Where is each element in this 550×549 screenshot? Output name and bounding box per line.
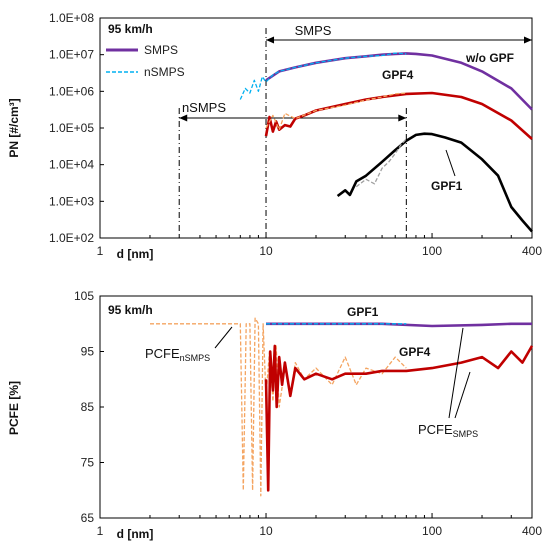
gpf4-label: GPF4	[382, 68, 414, 82]
pcfe-x-tick-label: 1	[97, 524, 104, 538]
pn-y-axis-label: PN [#/cm³]	[7, 98, 21, 157]
legend-smps-label: SMPS	[144, 43, 178, 57]
pn-x-tick-label: 1	[97, 244, 104, 258]
pcfe-plot-frame	[99, 295, 533, 519]
pn-series	[239, 52, 533, 233]
pn-series-line-4	[336, 132, 533, 233]
nsmps-arrow-head-right	[398, 114, 407, 122]
pn-series-line-3	[265, 92, 407, 131]
pn-y-ticks: 1.0E+02 1.0E+03 1.0E+04 1.0E+05 1.0E+06 1.0E+…	[49, 11, 104, 245]
pcfe-nsmps-leader	[214, 326, 233, 349]
legend-nsmps-label: nSMPS	[144, 65, 185, 79]
pcfe-x-tick-label: 400	[522, 524, 542, 538]
pn-series-line-5	[355, 138, 407, 188]
pcfe-y-tick-label: 85	[81, 400, 95, 414]
pn-x-axis-label: d [nm]	[117, 247, 154, 261]
pn-x-tick-label: 10	[259, 244, 273, 258]
nsmps-arrow-head-left	[179, 114, 188, 122]
pn-y-tick-label: 1.0E+03	[49, 194, 94, 208]
nsmps-range-label: nSMPS	[182, 100, 226, 115]
pcfe-series-line-0	[150, 317, 407, 497]
pcfe-y-tick-label: 75	[81, 456, 95, 470]
pn-y-tick-label: 1.0E+05	[49, 121, 94, 135]
pn-chart: 1.0E+02 1.0E+03 1.0E+04 1.0E+05 1.0E+06 1.0E+…	[7, 11, 542, 261]
pcfe-x-ticks: 1 10 100 400	[97, 513, 542, 538]
smps-arrow-head-right	[524, 36, 532, 44]
pn-y-tick-label: 1.0E+02	[49, 231, 94, 245]
gpf1-leader	[445, 149, 456, 177]
pcfe-x-axis-label: d [nm]	[117, 527, 154, 541]
pn-y-tick-label: 1.0E+06	[49, 84, 94, 98]
pcfe-series	[150, 317, 534, 497]
pn-x-ticks: 1 10 100 400	[97, 233, 542, 258]
pcfe-y-tick-label: 95	[81, 345, 95, 359]
gpf1-label: GPF1	[431, 179, 463, 193]
smps-range-label: SMPS	[295, 23, 332, 38]
pn-series-line-0	[265, 52, 533, 111]
pcfe-y-tick-label: 105	[74, 289, 94, 303]
pn-series-line-1	[239, 52, 407, 100]
pn-x-tick-label: 400	[522, 244, 542, 258]
wo-gpf-label: w/o GPF	[465, 51, 514, 65]
pn-legend: SMPS nSMPS	[106, 43, 185, 79]
pn-x-tick-label: 100	[422, 244, 442, 258]
pcfe-smps-leader-2	[454, 371, 471, 419]
pcfe-smps-leader-1	[448, 327, 464, 419]
pcfe-gpf1-label: GPF1	[347, 305, 379, 319]
pcfe-title: 95 km/h	[108, 303, 153, 317]
pcfe-chart: 65 75 85 95 105 1 10 100 400 PCFE [%] d [nm] 95…	[7, 289, 542, 541]
pcfe-series-line-1	[264, 344, 534, 492]
smps-arrow-head-left	[266, 36, 275, 44]
pn-y-tick-label: 1.0E+07	[49, 48, 94, 62]
pcfe-nsmps-label: PCFEnSMPS	[145, 346, 210, 363]
pcfe-y-tick-label: 65	[81, 511, 95, 525]
pcfe-smps-label: PCFESMPS	[418, 422, 478, 439]
pcfe-x-tick-label: 10	[259, 524, 273, 538]
pn-title: 95 km/h	[108, 22, 153, 36]
pcfe-y-ticks: 65 75 85 95 105	[74, 289, 104, 525]
pn-y-tick-label: 1.0E+04	[49, 158, 94, 172]
pcfe-gpf4-label: GPF4	[399, 345, 431, 359]
pcfe-x-tick-label: 100	[422, 524, 442, 538]
pn-y-tick-label: 1.0E+08	[49, 11, 94, 25]
pcfe-y-axis-label: PCFE [%]	[7, 381, 21, 435]
